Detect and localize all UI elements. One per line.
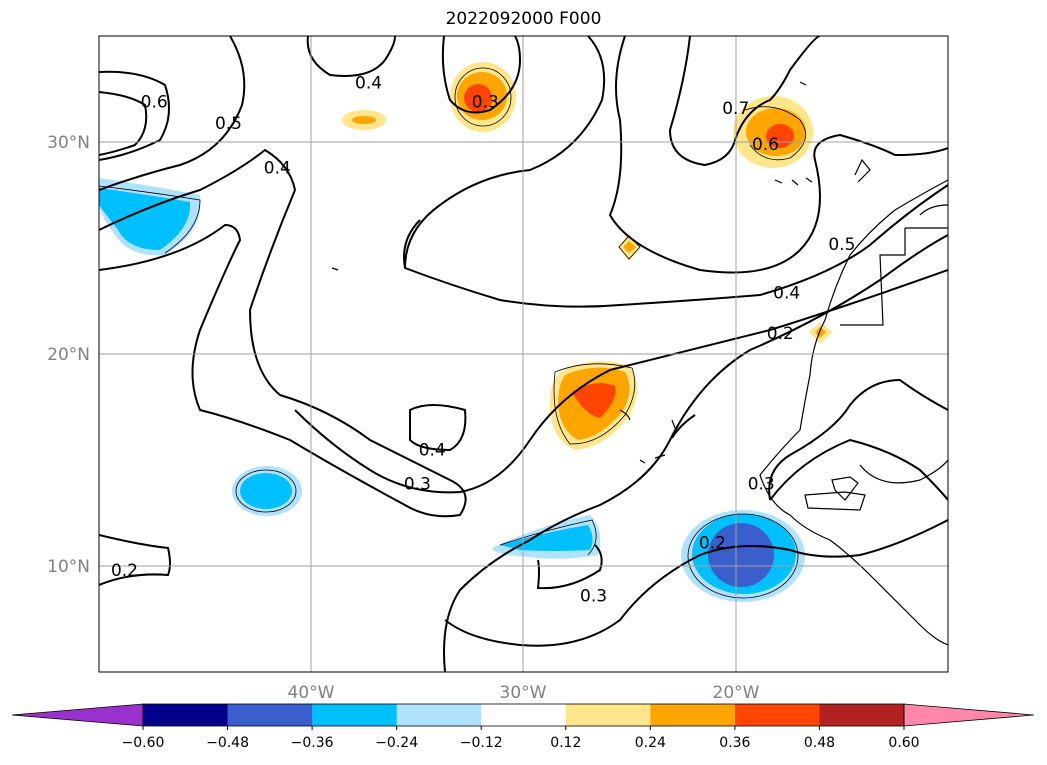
colorbar-tick-label: −0.12 (460, 735, 503, 751)
colorbar-bin (734, 704, 820, 726)
contour-label: 0.2 (767, 324, 794, 344)
contour-label: 0.6 (752, 135, 779, 155)
contour-label-layer: 0.40.30.60.50.40.70.60.50.40.20.40.3 0.30… (111, 74, 855, 607)
colorbar-tick-label: −0.60 (122, 735, 165, 751)
gridlines (99, 36, 948, 672)
map-area: 0.40.30.60.50.40.70.60.50.40.20.40.3 0.30… (99, 36, 948, 672)
contour-label: 0.3 (748, 474, 775, 494)
colorbar-tick-label: −0.48 (206, 735, 249, 751)
colorbar-bin (481, 704, 567, 726)
colorbar-tick-label: 0.36 (719, 735, 750, 751)
colorbar-bin (312, 704, 398, 726)
colorbar-tick-label: 0.12 (550, 735, 581, 751)
colorbar-bin (650, 704, 736, 726)
lon-label: 30°W (500, 683, 547, 703)
longitude-labels: 40°W 30°W 20°W (288, 683, 760, 703)
lat-label: 20°N (47, 345, 90, 365)
coastline (331, 81, 948, 646)
contour-label: 0.3 (404, 474, 431, 494)
colorbar-tick-label: 0.24 (635, 735, 666, 751)
lon-label: 20°W (713, 683, 760, 703)
contour-label: 0.7 (722, 99, 749, 119)
map-title: 2022092000 F000 (445, 9, 602, 29)
contour-label: 0.6 (141, 93, 168, 113)
contour-label: 0.4 (773, 284, 800, 304)
colorbar-extend-low (11, 703, 144, 727)
filled-anomalies (99, 62, 832, 602)
contour-label: 0.4 (355, 74, 382, 94)
contour-label: 0.3 (472, 93, 499, 113)
colorbar-tick-label: 0.60 (888, 735, 919, 751)
lat-label: 10°N (47, 557, 90, 577)
colorbar-frame (142, 703, 905, 727)
contour-label: 0.4 (419, 440, 446, 460)
colorbar-bin (819, 704, 905, 726)
latitude-labels: 30°N 20°N 10°N (47, 133, 90, 577)
colorbar-bin (396, 704, 482, 726)
lat-label: 30°N (47, 133, 90, 153)
colorbar-tick-label: 0.48 (804, 735, 835, 751)
colorbar-tick-label: −0.24 (375, 735, 418, 751)
colorbar-bin (143, 704, 229, 726)
contour-lines (99, 36, 948, 672)
contour-label: 0.5 (828, 235, 855, 255)
contour-label: 0.2 (111, 561, 138, 581)
contour-label: 0.5 (215, 114, 242, 134)
contour-label: 0.4 (264, 158, 291, 178)
colorbar-tick-label: −0.36 (291, 735, 334, 751)
colorbar-bin (565, 704, 651, 726)
colorbar: −0.60 −0.48 −0.36 −0.24 −0.12 0.12 0.24 0.36 0.4… (11, 703, 1035, 751)
contour-label: 0.2 (699, 534, 726, 554)
lon-label: 40°W (288, 683, 335, 703)
colorbar-extend-high (903, 703, 1035, 727)
contour-label: 0.3 (580, 587, 607, 607)
map-frame (98, 35, 949, 673)
colorbar-bin (227, 704, 313, 726)
